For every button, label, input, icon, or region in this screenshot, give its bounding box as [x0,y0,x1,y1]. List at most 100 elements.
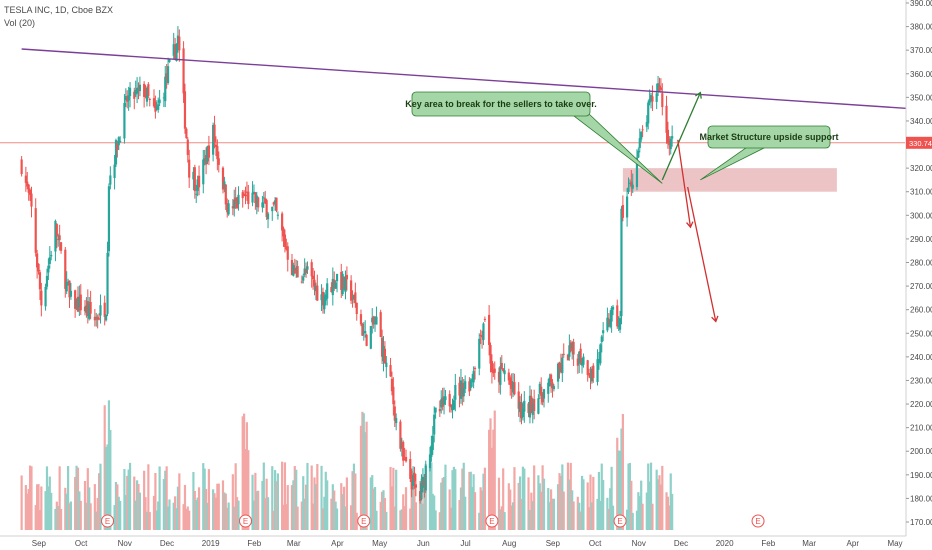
candle-body [342,276,346,289]
volume-bar [393,506,396,530]
volume-bar [365,421,368,530]
candle-body [166,66,170,84]
candle-body [254,192,257,204]
candle-body [241,192,244,199]
volume-bar [175,508,178,530]
volume-bar [266,497,270,530]
time-tick-label: 2019 [202,539,220,548]
price-tick-label: 260.00 [910,306,932,315]
volume-bar [144,497,147,530]
volume-bar [618,450,622,530]
structure-callout-text: Market Structure upside support [699,132,838,142]
volume-bar [245,422,249,530]
volume-bar [569,462,572,530]
volume-bar [119,500,122,530]
candle-body [359,314,363,325]
candle-body [79,294,82,311]
volume-bar [414,502,417,530]
candle-body [620,208,623,317]
time-tick-label: Jul [460,539,470,548]
volume-bar [362,413,365,530]
volume-bar [538,483,541,530]
candle-body [224,184,227,205]
time-tick-label: Dec [674,539,688,548]
volume-bar [261,480,264,530]
volume-bar [385,511,388,530]
symbol-title[interactable]: TESLA INC, 1D, Cboe BZX [4,5,114,15]
volume-bar [65,493,68,530]
candle-body [523,400,526,412]
candle-body [26,181,29,187]
candle-body [389,365,392,377]
volume-bar [79,500,82,530]
volume-bar [320,465,323,530]
candle-body [57,238,60,240]
earnings-marker-label: E [617,517,622,526]
volume-bar [272,510,275,530]
volume-bar [472,474,475,530]
candle-body [448,394,451,407]
volume-bar [296,506,299,530]
volume-bar [306,462,309,530]
candle-body [344,276,347,292]
candle-body [628,182,632,184]
candle-body [420,483,423,500]
volume-bar [293,466,296,530]
volume-bar [105,446,108,530]
time-tick-label: Aug [502,539,516,548]
candle-body [440,399,443,408]
volume-bar [442,476,446,530]
volume-bar [276,473,279,530]
candle-body [135,87,139,94]
volume-bar [271,466,274,530]
candle-body [137,87,140,89]
candle-body [40,290,43,306]
candle-body [300,281,303,283]
candle-body [352,294,356,300]
price-tick-label: 350.00 [910,93,932,102]
volume-bar [36,484,39,530]
candle-body [482,323,485,340]
volume-bar [451,470,454,530]
volume-bar [492,429,495,530]
volume-bar [549,489,553,530]
candle-body [468,381,471,392]
volume-bar [227,502,230,530]
candle-body [68,280,71,298]
volume-bar [621,414,624,530]
time-tick-label: May [372,539,387,548]
key-area-callout-text: Key area to break for the sellers to tak… [405,99,597,109]
volume-bar [38,510,42,530]
volume-bar [599,500,602,530]
volume-bar [655,469,658,530]
candle-body [89,302,92,314]
volume-bar [304,484,308,530]
candle-body [571,343,574,349]
volume-bar [468,471,471,530]
candle-body [313,279,316,287]
volume-bar [379,501,382,530]
candle-body [392,386,395,405]
volume-bar [641,503,644,530]
candle-body [509,377,512,385]
candle-body [266,213,270,220]
volume-indicator-label[interactable]: Vol (20) [4,18,36,28]
candle-body [255,195,258,207]
volume-bar [352,463,356,530]
price-tick-label: 270.00 [910,282,932,291]
volume-bar [55,501,58,530]
volume-bar [75,465,78,530]
volume-bar [479,487,482,530]
candle-body [86,301,89,317]
candle-body [580,362,584,366]
price-tick-label: 250.00 [910,329,932,338]
candle-body [296,266,299,278]
volume-bar [312,503,315,530]
candle-body [507,372,510,381]
volume-bar [192,472,195,530]
structure-callout-box [707,125,831,149]
candle-body [502,368,505,371]
volume-bar [645,492,648,530]
volume-bar [610,466,613,530]
